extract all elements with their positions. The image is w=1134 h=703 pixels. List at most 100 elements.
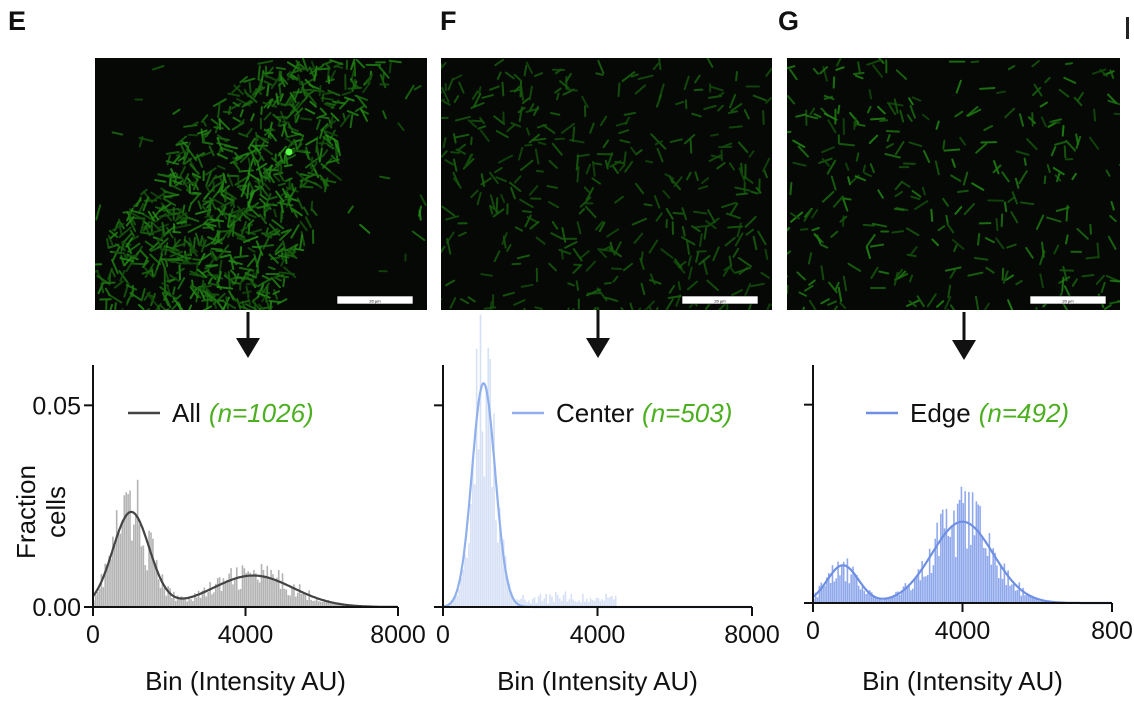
microscopy-background (441, 58, 772, 310)
histogram-bar (479, 314, 482, 607)
histogram-bar (136, 479, 139, 607)
histogram-bar (184, 597, 187, 607)
histogram-bar (956, 503, 959, 603)
histogram-bar (125, 492, 128, 607)
histogram-bar (822, 584, 824, 603)
histogram-bar (986, 555, 989, 603)
legend-label: Center (n=503) (556, 398, 732, 428)
histogram-bar (949, 536, 951, 603)
histogram-bar (915, 576, 918, 603)
histogram-bar (205, 596, 208, 607)
scale-bar (336, 295, 414, 305)
histogram-bar (889, 596, 892, 603)
histogram-bar (462, 569, 464, 607)
histogram-bar (1016, 589, 1019, 603)
x-axis-label: Bin (Intensity AU) (145, 666, 346, 696)
microscopy-canvas-e: 20 µm (95, 58, 427, 310)
histogram-bar (473, 484, 476, 607)
histogram-bar (527, 600, 530, 607)
legend-count: (n=492) (979, 398, 1069, 428)
histogram-bar (138, 524, 141, 607)
histogram-bar (483, 476, 486, 607)
histogram-bars (448, 314, 617, 607)
histogram-bar (1011, 584, 1013, 603)
histogram-bar (1009, 585, 1011, 603)
histogram-bar (316, 598, 318, 607)
histogram-bar (1037, 599, 1039, 603)
x-tick-label: 800 (1091, 617, 1133, 645)
histogram-bar (1007, 570, 1009, 603)
histogram-bar (880, 599, 882, 603)
histogram-bar (178, 599, 181, 607)
histogram-bar (547, 603, 549, 607)
histogram-bar (460, 577, 463, 607)
histogram-bar (1018, 582, 1021, 603)
histogram-bar (497, 542, 499, 607)
histogram-bar (1022, 587, 1024, 603)
histogram-bar (533, 597, 536, 607)
histogram-bar (302, 592, 305, 607)
histogram-bar (243, 568, 246, 607)
histogram-bar (213, 592, 215, 607)
histogram-bar (872, 596, 875, 603)
x-tick-label: 0 (86, 621, 100, 649)
histogram-bar (562, 594, 565, 607)
histogram-bar (194, 593, 196, 607)
histogram-bar (1031, 595, 1034, 603)
histogram-bar (98, 588, 101, 607)
histogram-bar (855, 574, 858, 603)
scale-bar (1029, 295, 1107, 305)
histogram-bar (852, 566, 854, 603)
histogram-bar (239, 588, 242, 607)
panel-letter-g: G (778, 6, 800, 36)
histogram-bar (119, 533, 122, 607)
histogram-bar (146, 570, 148, 607)
histogram-bar (253, 570, 255, 607)
histogram-bar (859, 589, 862, 603)
histogram-bar (854, 574, 856, 603)
histogram-bar (990, 564, 993, 603)
histogram-bar (169, 588, 171, 607)
histogram-bar (564, 591, 567, 607)
histogram-bar (831, 565, 834, 603)
histogram-bar (272, 574, 274, 607)
histogram-bar (969, 544, 972, 603)
histogram-bar (893, 594, 895, 603)
histogram-bar (842, 561, 845, 603)
histogram-bar (923, 576, 925, 603)
histogram-bar (601, 599, 603, 607)
histogram-bar (884, 597, 886, 603)
histogram-bar (912, 588, 914, 603)
x-tick-label: 8000 (724, 621, 780, 649)
histogram-bar (508, 583, 511, 607)
scale-bar-label: 20 µm (1062, 299, 1074, 304)
histogram-bar (988, 533, 991, 603)
histogram-bar (96, 591, 99, 607)
histogram-bar (255, 573, 257, 607)
histogram-bar (176, 595, 179, 607)
legend-count: (n=1026) (209, 398, 314, 428)
histogram-bar (1033, 597, 1036, 603)
histogram-bar (936, 522, 938, 603)
histogram-bar (589, 598, 592, 607)
histogram-bar (960, 486, 963, 603)
panel-letter-e: E (8, 6, 27, 36)
x-tick-label: 0 (436, 621, 450, 649)
histogram-bar (829, 583, 832, 603)
histogram-bar (998, 578, 1000, 603)
histogram-bar (824, 585, 826, 603)
histogram-bar (874, 597, 877, 603)
histogram-bar (951, 525, 953, 603)
histogram-bar (1012, 583, 1015, 603)
histogram-bar (560, 600, 563, 607)
histogram-bar (264, 575, 267, 607)
histogram-bar (885, 599, 888, 603)
histogram-bar (234, 578, 236, 607)
histogram-bar (941, 509, 944, 603)
histogram-bar (171, 598, 173, 607)
histogram-bar (481, 431, 484, 607)
histogram-bar (323, 599, 326, 607)
histogram-bar (537, 596, 540, 607)
y-tick-label: 0.00 (32, 594, 81, 622)
histogram-bar (977, 504, 980, 603)
